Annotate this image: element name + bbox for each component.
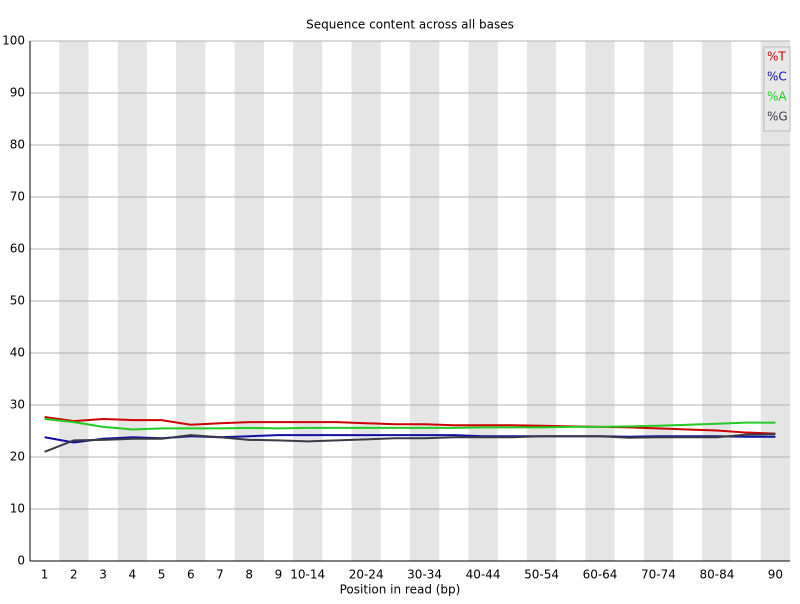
y-tick-label: 20 (10, 450, 25, 464)
y-tick-label: 0 (17, 554, 25, 568)
y-tick-label: 40 (10, 346, 25, 360)
x-tick-label: 60-64 (583, 568, 618, 582)
x-tick-label: 7 (216, 568, 224, 582)
series-line (44, 433, 776, 453)
x-tick-label: 2 (70, 568, 78, 582)
x-tick-label: 5 (158, 568, 166, 582)
series-line (44, 415, 776, 435)
x-tick-label: 20-24 (349, 568, 384, 582)
legend-entry: %C (767, 70, 787, 84)
y-tick-label: 70 (10, 190, 25, 204)
x-tick-label: 10-14 (290, 568, 325, 582)
y-tick-label: 10 (10, 502, 25, 516)
chart-title: Sequence content across all bases (306, 18, 514, 32)
x-tick-label: 40-44 (466, 568, 501, 582)
x-tick-label: 8 (245, 568, 253, 582)
y-tick-label: 50 (10, 294, 25, 308)
y-tick-label: 90 (10, 86, 25, 100)
series-line (44, 418, 776, 431)
y-tick-label: 30 (10, 398, 25, 412)
x-tick-label: 30-34 (407, 568, 442, 582)
y-tick-label: 100 (2, 34, 25, 48)
y-tick-label: 60 (10, 242, 25, 256)
y-tick-label: 80 (10, 138, 25, 152)
x-tick-label: 3 (99, 568, 107, 582)
x-tick-label: 4 (128, 568, 136, 582)
x-tick-label: 90 (768, 568, 783, 582)
x-tick-label: 9 (275, 568, 283, 582)
x-tick-label: 1 (41, 568, 49, 582)
legend-entry: %A (767, 90, 787, 104)
x-tick-label: 6 (187, 568, 195, 582)
legend-entry: %G (767, 110, 788, 124)
x-axis-title: Position in read (bp) (340, 583, 461, 597)
x-tick-label: 80-84 (699, 568, 734, 582)
legend-box (763, 46, 791, 132)
legend-entry: %T (767, 50, 786, 64)
x-tick-label: 70-74 (641, 568, 676, 582)
x-tick-label: 50-54 (524, 568, 559, 582)
